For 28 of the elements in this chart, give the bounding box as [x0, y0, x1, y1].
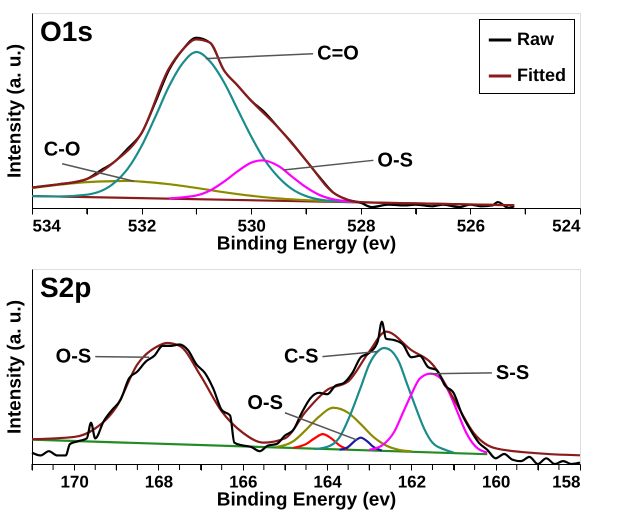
chart-title: O1s [40, 16, 93, 47]
annotation: O-S [56, 346, 92, 368]
y-axis-title: Intensity (a. u.) [4, 44, 26, 178]
annotation: O-S [247, 392, 283, 414]
annotation: O-S [377, 149, 413, 172]
x-tick-label: 524 [552, 216, 582, 236]
x-tick-label: 528 [347, 216, 376, 236]
x-tick-label: 526 [456, 216, 486, 236]
legend-label: Fitted [517, 65, 566, 85]
y-axis-title: Intensity (a. u.) [4, 300, 26, 434]
annotation: C=O [317, 42, 359, 65]
x-tick-label: 532 [128, 216, 156, 236]
x-axis-title: Binding Energy (ev) [216, 490, 396, 510]
x-tick-label: 530 [238, 216, 266, 236]
chart-title: S2p [40, 272, 92, 303]
x-axis-title: Binding Energy (ev) [216, 234, 396, 254]
x-tick-label: 170 [60, 472, 89, 492]
annotation: C-S [284, 346, 318, 368]
x-tick-label: 534 [32, 216, 62, 236]
annotation: S-S [496, 362, 530, 384]
x-tick-label: 168 [144, 472, 174, 492]
x-tick-label: 160 [482, 472, 510, 492]
x-tick-label: 166 [229, 472, 258, 492]
legend-label: Raw [517, 29, 556, 49]
x-tick-label: 158 [552, 472, 580, 492]
annotation: C-O [44, 138, 80, 161]
x-tick-label: 162 [398, 472, 426, 492]
x-tick-label: 164 [313, 472, 342, 492]
